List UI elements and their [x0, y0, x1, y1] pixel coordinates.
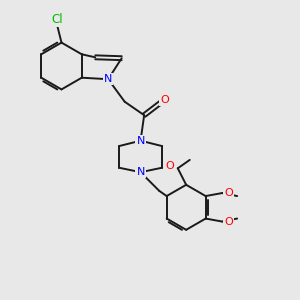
Text: O: O: [224, 217, 233, 226]
Text: O: O: [160, 95, 169, 105]
Text: N: N: [136, 167, 145, 177]
Text: O: O: [165, 161, 174, 171]
Text: Cl: Cl: [51, 13, 63, 26]
Text: N: N: [136, 136, 145, 146]
Text: O: O: [224, 188, 233, 198]
Text: N: N: [104, 74, 112, 84]
